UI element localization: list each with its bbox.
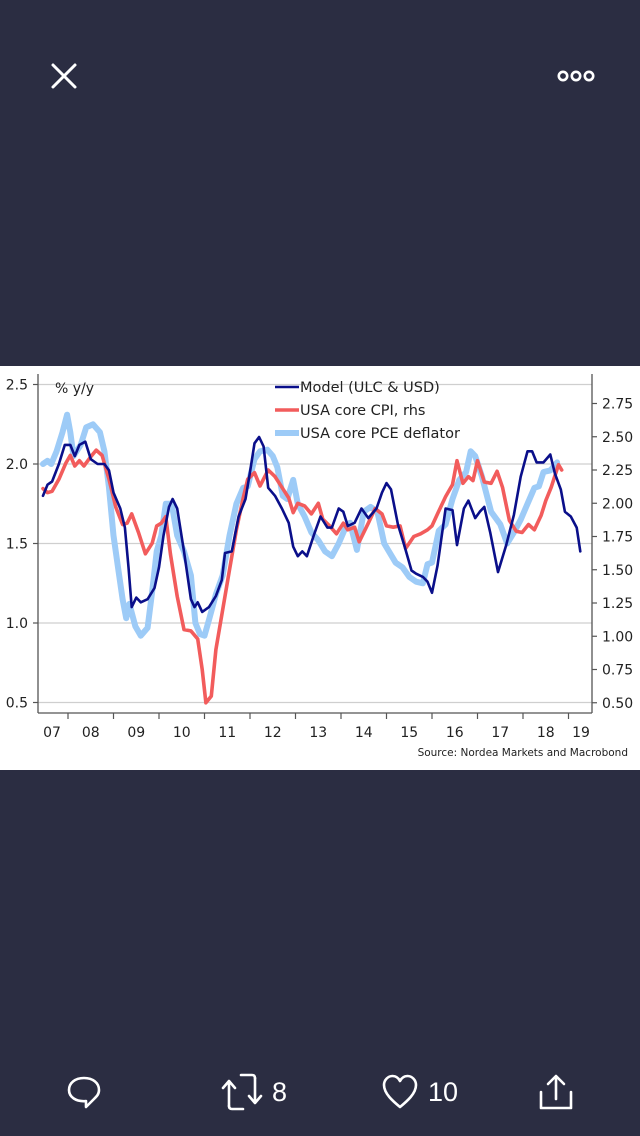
right-tick-label: 1.75 [602, 530, 633, 546]
gridlines [38, 383, 592, 704]
x-tick-label: 18 [537, 725, 555, 741]
x-tick-label: 16 [446, 725, 464, 741]
like-count: 10 [428, 1076, 459, 1107]
right-tick-label: 1.00 [602, 629, 633, 645]
x-tick-label: 11 [218, 725, 236, 741]
series-model-line [41, 435, 582, 614]
legend-label-model: Model (ULC & USD) [300, 380, 440, 396]
left-axis-ticks: 2.5 2.0 1.5 1.0 0.5 [6, 378, 38, 712]
share-button[interactable] [536, 1072, 576, 1112]
heart-icon [382, 1074, 418, 1109]
x-tick-label: 13 [309, 725, 327, 741]
x-tick-label: 19 [572, 725, 590, 741]
right-tick-label: 1.25 [602, 596, 633, 612]
legend-label-pce: USA core PCE deflator [300, 426, 460, 442]
legend-label-cpi: USA core CPI, rhs [300, 403, 425, 419]
left-tick-label: 2.5 [6, 378, 28, 394]
right-tick-label: 1.50 [602, 563, 633, 579]
left-tick-label: 1.0 [6, 616, 28, 632]
x-tick-label: 17 [491, 725, 509, 741]
x-tick-label: 14 [355, 725, 373, 741]
retweet-count: 8 [272, 1076, 288, 1107]
x-tick-label: 15 [400, 725, 418, 741]
x-tick-label: 10 [173, 725, 191, 741]
series-lines [40, 411, 582, 705]
series-pce-line [40, 411, 561, 639]
retweet-button[interactable]: 8 [220, 1072, 287, 1112]
right-axis-ticks: 2.75 2.50 2.25 2.00 1.75 1.50 1.25 1.00 0.75 0.50 [592, 397, 633, 712]
inflation-chart: 2.5 2.0 1.5 1.0 0.5 2.75 2.50 2.25 2.00 1.75 1.50… [6, 374, 633, 759]
chart-image: 2.5 2.0 1.5 1.0 0.5 2.75 2.50 2.25 2.00 1.75 1.50… [0, 366, 640, 770]
tweet-actions-bar: 8 10 [0, 1060, 640, 1124]
x-tick-label: 09 [127, 725, 145, 741]
left-tick-label: 1.5 [6, 537, 28, 553]
unit-label: % y/y [55, 381, 94, 397]
more-options-icon [557, 70, 595, 82]
close-icon [51, 63, 77, 89]
right-tick-label: 2.75 [602, 397, 633, 413]
close-button[interactable] [44, 56, 84, 96]
right-tick-label: 0.75 [602, 663, 633, 679]
retweet-icon [221, 1073, 263, 1111]
x-tick-label: 12 [264, 725, 282, 741]
reply-button[interactable] [64, 1072, 104, 1112]
x-tick-label: 07 [43, 725, 61, 741]
x-axis-ticks: 07 08 09 10 11 12 13 14 15 16 17 18 19 [43, 713, 590, 741]
left-tick-label: 2.0 [6, 457, 28, 473]
like-button[interactable]: 10 [380, 1072, 458, 1112]
share-icon [539, 1074, 573, 1110]
reply-icon [67, 1076, 101, 1109]
left-tick-label: 0.5 [6, 696, 28, 712]
media-viewer-header [0, 0, 640, 150]
right-tick-label: 2.50 [602, 430, 633, 446]
legend: Model (ULC & USD) USA core CPI, rhs USA co… [275, 380, 460, 442]
x-tick-label: 08 [82, 725, 100, 741]
right-tick-label: 2.25 [602, 463, 633, 479]
more-options-button[interactable] [552, 62, 600, 90]
right-tick-label: 0.50 [602, 696, 633, 712]
source-note: Source: Nordea Markets and Macrobond [418, 747, 628, 759]
right-tick-label: 2.00 [602, 496, 633, 512]
